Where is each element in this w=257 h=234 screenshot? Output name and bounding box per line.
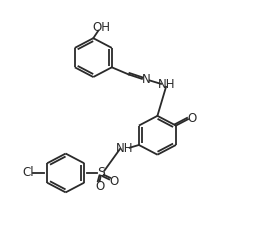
Text: Cl: Cl [23, 166, 34, 179]
Text: O: O [95, 180, 104, 194]
Text: NH: NH [116, 142, 134, 155]
Text: NH: NH [158, 78, 175, 91]
Text: N: N [142, 73, 151, 86]
Text: OH: OH [93, 21, 111, 34]
Text: S: S [97, 166, 105, 179]
Text: O: O [110, 175, 119, 188]
Text: O: O [188, 112, 197, 125]
